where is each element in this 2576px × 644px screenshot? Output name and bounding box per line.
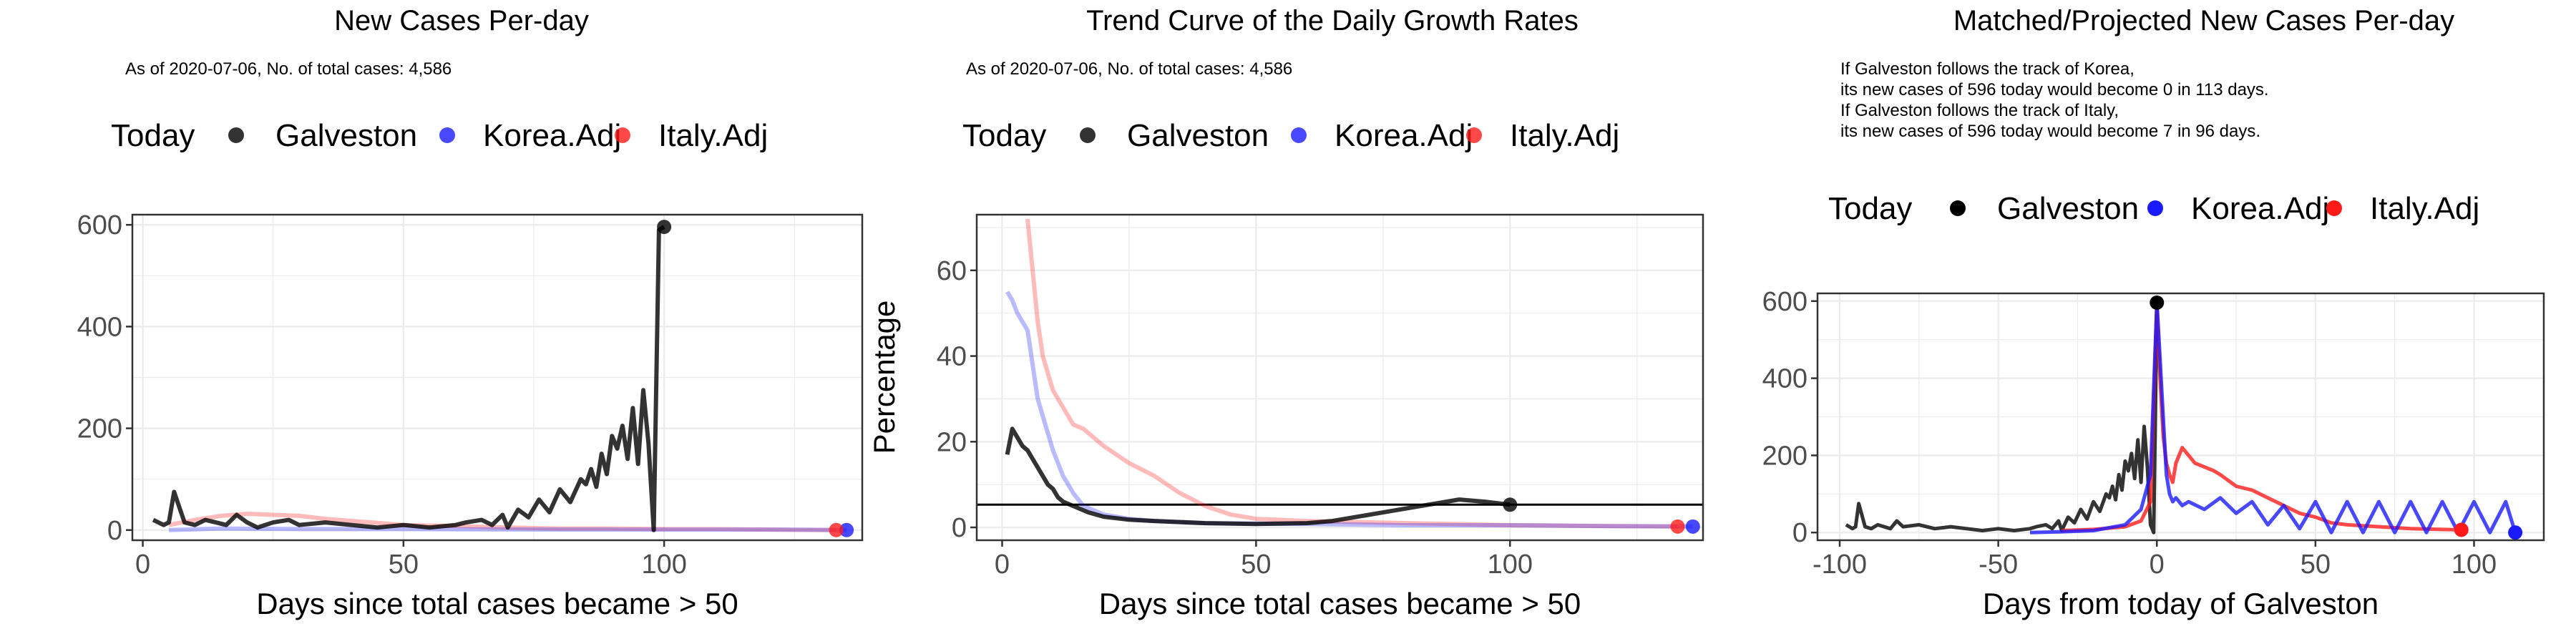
x-tick-label: 50 (389, 550, 419, 580)
chart-title: Matched/Projected New Cases Per-day (1953, 5, 2454, 36)
series-line-italy-adj (168, 512, 836, 532)
legend-label: Galveston (1997, 191, 2139, 226)
plot-panel (131, 213, 864, 542)
x-tick-label: 100 (641, 550, 686, 580)
series-line-italy-adj (1025, 218, 1678, 529)
y-tick-label: 0 (952, 513, 967, 543)
legend-key-italy-adj (1466, 127, 1482, 143)
legend: Today Galveston Korea.Adj Italy.Adj (1828, 191, 2479, 226)
today-point-italy-adj (1670, 519, 1685, 534)
legend-key-italy-adj (615, 127, 630, 143)
series-line-korea-adj (2029, 301, 2517, 535)
panel-border (131, 213, 864, 542)
y-tick-label: 600 (77, 210, 122, 240)
series-line-korea-adj (168, 526, 847, 532)
legend-key-korea-adj (2147, 200, 2163, 216)
x-tick-label: 0 (2150, 550, 2165, 580)
y-tick-label: 400 (77, 312, 122, 342)
panel-border (975, 213, 1704, 542)
y-tick-label: 600 (1762, 287, 1807, 317)
today-point-korea-adj (2508, 525, 2523, 540)
legend: Today Galveston Korea.Adj Italy.Adj (111, 118, 768, 153)
chart-title: New Cases Per-day (334, 5, 589, 36)
legend-key-galveston (1080, 127, 1096, 143)
today-point-italy-adj (2454, 522, 2469, 537)
legend-label: Italy.Adj (2370, 191, 2479, 226)
chart-3: Matched/Projected New Cases Per-day If Ga… (1762, 5, 2545, 620)
y-tick-label: 0 (107, 516, 122, 546)
today-point-galveston (2150, 295, 2165, 310)
panel-background (977, 215, 1703, 540)
chart-subtitle: If Galveston follows the track of Korea, (1840, 59, 2135, 79)
y-tick-label: 60 (937, 256, 967, 286)
chart-subtitle: If Galveston follows the track of Italy, (1840, 101, 2119, 120)
legend-label: Galveston (1127, 118, 1269, 153)
legend: Today Galveston Korea.Adj Italy.Adj (962, 118, 1619, 153)
series-group (152, 225, 847, 532)
chart-2: Trend Curve of the Daily Growth Rates As … (867, 5, 1704, 620)
x-axis-label: Days since total cases became > 50 (1099, 587, 1581, 620)
legend-label: Korea.Adj (483, 118, 621, 153)
legend-key-galveston (1950, 200, 1966, 216)
legend-key-korea-adj (1291, 127, 1307, 143)
chart-title: Trend Curve of the Daily Growth Rates (1086, 5, 1579, 36)
y-tick-label: 40 (937, 342, 967, 372)
legend-label: Italy.Adj (1510, 118, 1619, 153)
legend-key-italy-adj (2326, 200, 2342, 216)
y-tick-label: 20 (937, 427, 967, 457)
y-axis-label: Percentage (867, 301, 901, 454)
legend-key-galveston (228, 127, 244, 143)
x-axis-label: Days from today of Galveston (1983, 587, 2379, 620)
panel-border (1816, 292, 2545, 542)
x-tick-label: 50 (2301, 550, 2331, 580)
series-line-galveston (1005, 426, 1511, 527)
x-axis-label: Days since total cases became > 50 (256, 587, 738, 620)
legend-title: Today (111, 118, 195, 153)
legend-label: Korea.Adj (2191, 191, 2329, 226)
legend-label: Galveston (275, 118, 417, 153)
chart-1: New Cases Per-day As of 2020-07-06, No. o… (77, 5, 864, 620)
x-tick-label: 0 (995, 550, 1010, 580)
series-group (1005, 218, 1693, 529)
x-tick-label: -50 (1979, 550, 2018, 580)
chart-subtitle: its new cases of 596 today would become … (1840, 122, 2260, 141)
x-tick-label: 100 (2451, 550, 2497, 580)
chart-subtitle: As of 2020-07-06, No. of total cases: 4,… (125, 59, 452, 79)
x-tick-label: -100 (1813, 550, 1867, 580)
chart-subtitle: As of 2020-07-06, No. of total cases: 4,… (966, 59, 1292, 79)
series-group (1845, 301, 2517, 535)
today-point-korea-adj (839, 522, 854, 537)
legend-title: Today (962, 118, 1046, 153)
chart-subtitle: its new cases of 596 today would become … (1840, 80, 2269, 99)
legend-key-korea-adj (439, 127, 455, 143)
legend-title: Today (1828, 191, 1912, 226)
y-tick-label: 0 (1792, 518, 1807, 548)
legend-label: Italy.Adj (658, 118, 768, 153)
today-point-galveston (1503, 497, 1518, 512)
y-tick-label: 200 (1762, 441, 1807, 471)
today-point-galveston (657, 220, 672, 235)
x-tick-label: 100 (1488, 550, 1533, 580)
series-line-galveston (152, 225, 665, 532)
plot-panel (975, 213, 1704, 542)
y-tick-label: 200 (77, 414, 122, 444)
y-tick-label: 400 (1762, 364, 1807, 394)
plot-panel (1816, 292, 2545, 542)
x-tick-label: 50 (1241, 550, 1271, 580)
series-line-korea-adj (1005, 291, 1693, 529)
x-tick-label: 0 (135, 550, 150, 580)
legend-label: Korea.Adj (1335, 118, 1473, 153)
today-point-korea-adj (1685, 519, 1700, 534)
today-point-italy-adj (829, 522, 844, 537)
